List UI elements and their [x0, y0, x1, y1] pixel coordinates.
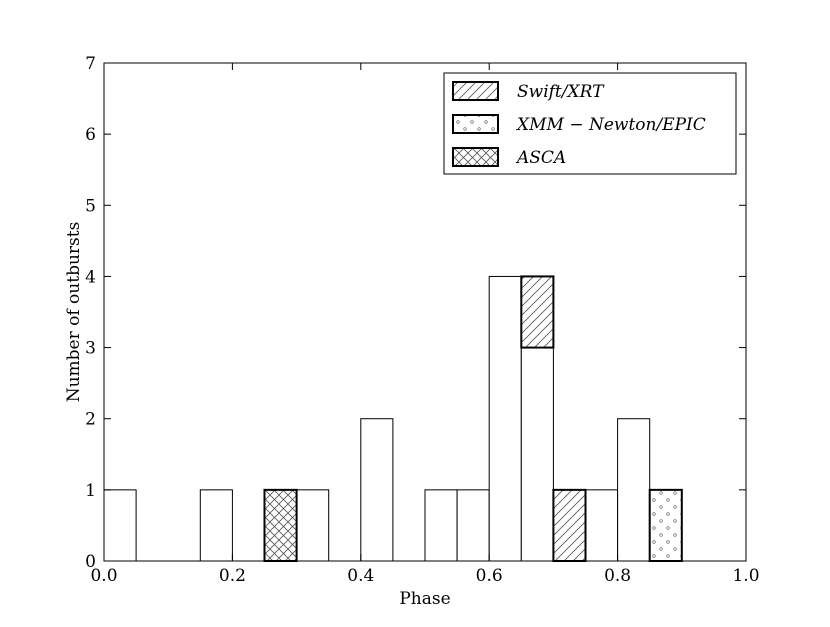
y-axis-label: Number of outbursts — [64, 222, 84, 403]
bar — [488, 275, 522, 562]
legend-swatch — [452, 114, 499, 134]
bar — [360, 418, 394, 562]
x-tick-label: 0.8 — [604, 566, 631, 586]
bar-segment — [648, 488, 683, 563]
x-tick-label: 0.2 — [219, 566, 246, 586]
legend-swatch — [452, 147, 499, 167]
x-tick-label: 0.0 — [90, 566, 117, 586]
legend-label: XMM − Newton/EPIC — [515, 115, 706, 135]
x-tick-label: 0.4 — [347, 566, 374, 586]
y-tick-label: 5 — [85, 196, 96, 216]
y-tick-label: 6 — [85, 125, 96, 145]
legend-label: ASCA — [515, 148, 566, 168]
bar — [199, 489, 233, 562]
y-tick-label: 2 — [85, 410, 96, 430]
plot-frame — [103, 62, 747, 562]
bar — [424, 489, 458, 562]
y-tick-label: 7 — [85, 54, 96, 74]
y-tick-label: 1 — [85, 481, 96, 501]
bar — [617, 418, 651, 562]
bar-segment — [263, 488, 298, 563]
legend-label: Swift/XRT — [517, 82, 605, 102]
bar — [103, 489, 137, 562]
y-tick-label: 4 — [85, 267, 96, 287]
y-tick-label: 0 — [85, 552, 96, 572]
bar-segment — [552, 488, 587, 563]
x-tick-label: 0.6 — [476, 566, 503, 586]
bar-segment — [520, 275, 555, 349]
y-tick-label: 3 — [85, 339, 96, 359]
bar — [520, 347, 554, 562]
bar — [585, 489, 619, 562]
x-axis-label: Phase — [399, 589, 450, 609]
x-tick-label: 1.0 — [732, 566, 759, 586]
legend-swatch — [452, 81, 499, 101]
bar — [456, 489, 490, 562]
bar — [296, 489, 330, 562]
